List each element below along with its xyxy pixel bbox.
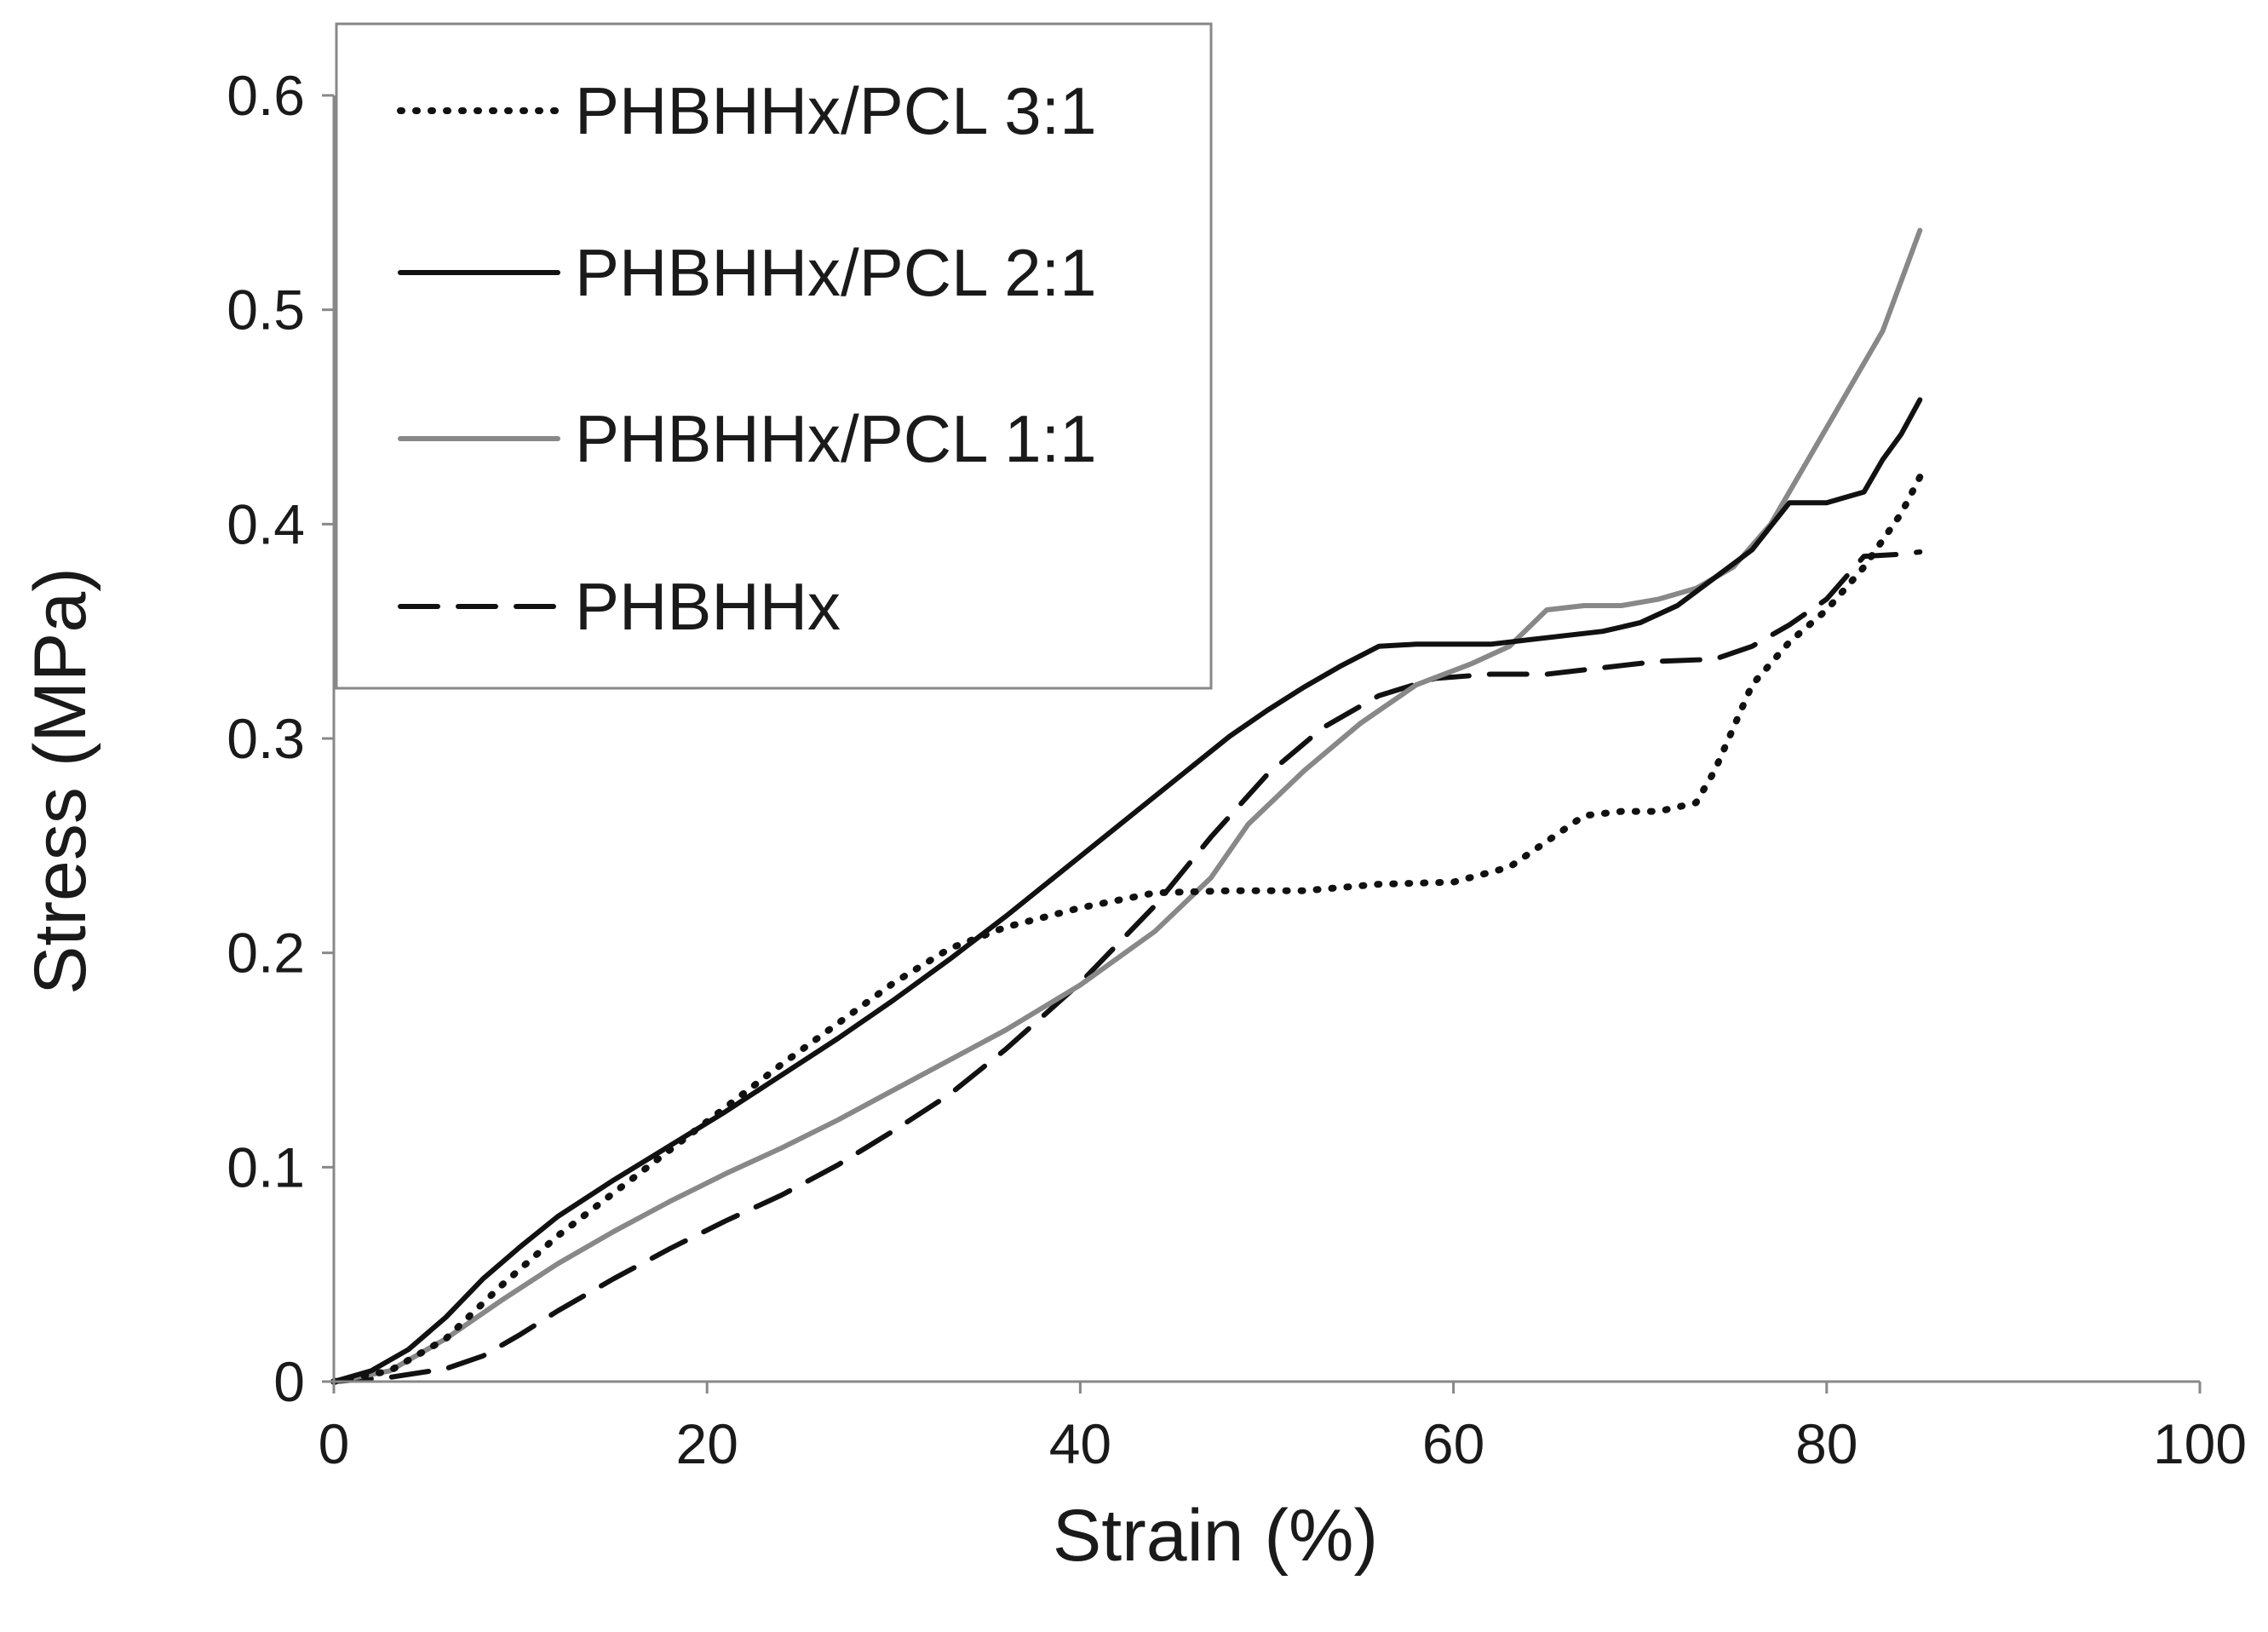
x-tick-label: 0 — [319, 1412, 350, 1475]
x-tick-label: 60 — [1422, 1412, 1484, 1475]
series-layer — [330, 227, 1924, 1385]
legend-box — [335, 22, 1213, 690]
x-tick-label: 20 — [675, 1412, 738, 1475]
y-tick-label: 0.3 — [227, 707, 305, 770]
ticks-layer: 0 20 40 60 80 100 0 0.1 0.2 0.3 0.4 0.5 0.6 — [227, 64, 2247, 1475]
x-tick-label: 40 — [1049, 1412, 1111, 1475]
y-tick-label: 0.5 — [227, 279, 305, 342]
series-line-phbhhx — [331, 549, 1923, 1384]
x-axis-title: Strain (%) — [1053, 1495, 1378, 1577]
y-tick-label: 0.1 — [227, 1135, 305, 1198]
x-tick-label: 100 — [2153, 1412, 2247, 1475]
legend-label-phbhhx-pcl-3-1: PHBHHx/PCL 3:1 — [575, 73, 1097, 148]
y-axis-title: Stress (MPa) — [20, 567, 101, 995]
legend: PHBHHx/PCL 3:1 PHBHHx/PCL 2:1 PHBHHx/PCL 1… — [335, 22, 1213, 690]
legend-label-phbhhx-pcl-1-1: PHBHHx/PCL 1:1 — [575, 401, 1097, 476]
series-line-phbhhx-pcl-2-1 — [331, 397, 1923, 1384]
legend-label-phbhhx-pcl-2-1: PHBHHx/PCL 2:1 — [575, 235, 1097, 310]
y-tick-label: 0 — [273, 1350, 305, 1413]
y-tick-label: 0.4 — [227, 492, 305, 555]
y-tick-label: 0.2 — [227, 922, 305, 985]
series-line-phbhhx-pcl-3-1 — [330, 474, 1924, 1385]
y-tick-label: 0.6 — [227, 64, 305, 127]
legend-label-phbhhx: PHBHHx — [575, 569, 841, 644]
x-tick-label: 80 — [1795, 1412, 1857, 1475]
